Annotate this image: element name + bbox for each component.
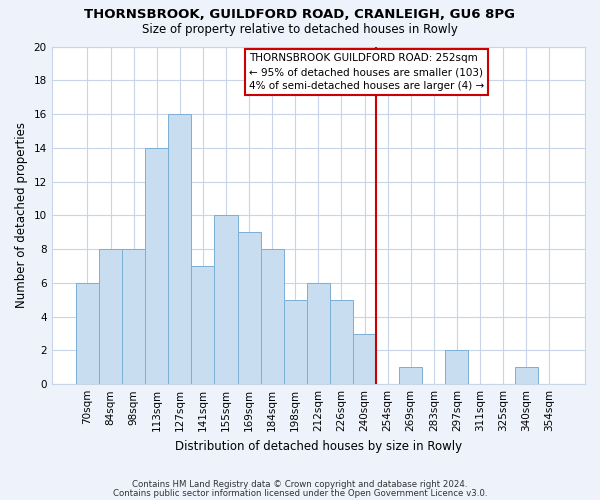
Bar: [330, 300, 353, 384]
Bar: [145, 148, 168, 384]
Bar: [76, 283, 99, 384]
Bar: [99, 249, 122, 384]
Bar: [168, 114, 191, 384]
Bar: [214, 216, 238, 384]
Text: Contains HM Land Registry data © Crown copyright and database right 2024.: Contains HM Land Registry data © Crown c…: [132, 480, 468, 489]
Bar: [284, 300, 307, 384]
Bar: [260, 249, 284, 384]
Bar: [122, 249, 145, 384]
Text: Contains public sector information licensed under the Open Government Licence v3: Contains public sector information licen…: [113, 488, 487, 498]
Bar: [399, 368, 422, 384]
Text: Size of property relative to detached houses in Rowly: Size of property relative to detached ho…: [142, 22, 458, 36]
Text: THORNSBROOK, GUILDFORD ROAD, CRANLEIGH, GU6 8PG: THORNSBROOK, GUILDFORD ROAD, CRANLEIGH, …: [85, 8, 515, 20]
Text: THORNSBROOK GUILDFORD ROAD: 252sqm
← 95% of detached houses are smaller (103)
4%: THORNSBROOK GUILDFORD ROAD: 252sqm ← 95%…: [249, 54, 484, 92]
Bar: [515, 368, 538, 384]
X-axis label: Distribution of detached houses by size in Rowly: Distribution of detached houses by size …: [175, 440, 462, 452]
Bar: [353, 334, 376, 384]
Y-axis label: Number of detached properties: Number of detached properties: [15, 122, 28, 308]
Bar: [191, 266, 214, 384]
Bar: [445, 350, 469, 384]
Bar: [238, 232, 260, 384]
Bar: [307, 283, 330, 384]
